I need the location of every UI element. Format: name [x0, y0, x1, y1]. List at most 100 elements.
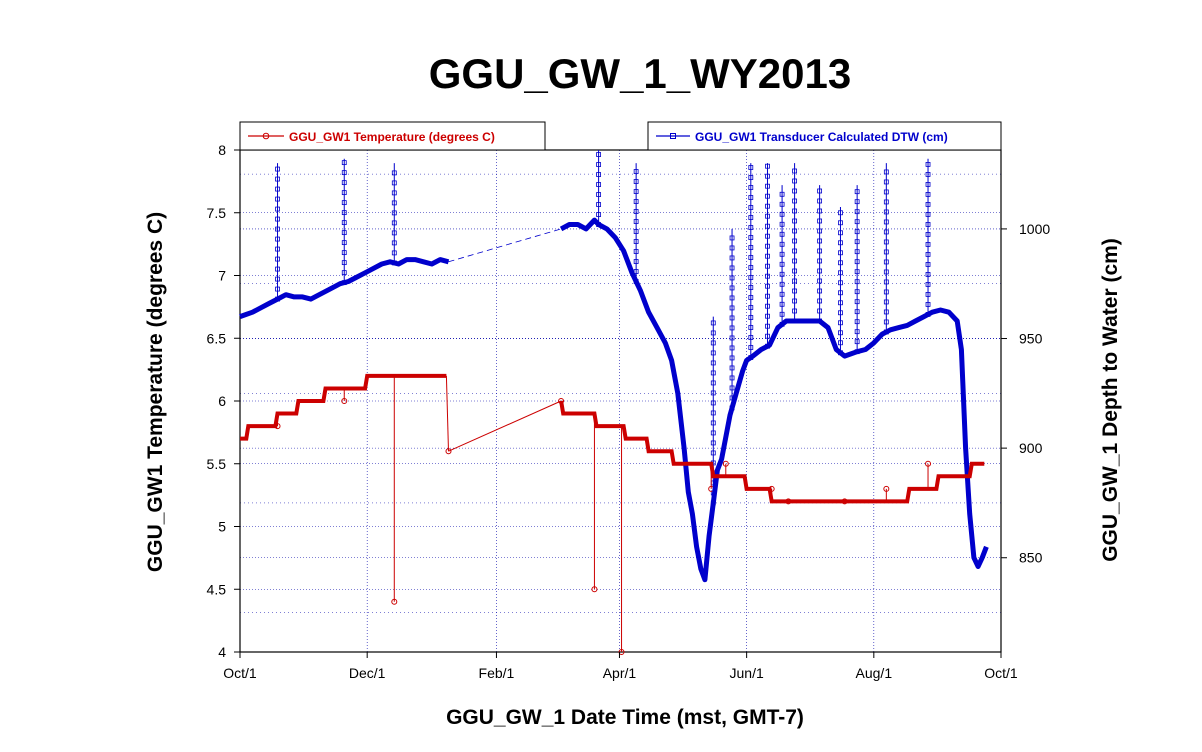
dtw-spike-marker — [275, 216, 280, 222]
dtw-spike-marker — [765, 163, 770, 169]
dtw-spike-marker — [779, 231, 785, 237]
dtw-spike-marker — [391, 170, 397, 176]
dtw-spike-marker — [633, 189, 639, 194]
temperature-drop-marker — [883, 485, 890, 492]
dtw-spike-marker — [779, 191, 785, 197]
dtw-spike-marker — [838, 210, 843, 216]
dtw-spike-marker — [748, 195, 754, 200]
dtw-spike-marker — [883, 219, 889, 225]
dtw-spike-marker — [633, 209, 639, 214]
dtw-spike-marker — [341, 270, 347, 276]
dtw-spike-marker — [817, 248, 823, 254]
dtw-spike-marker — [792, 178, 797, 184]
y-left-tick-label: 5.5 — [207, 456, 227, 472]
dtw-spike-marker — [275, 166, 280, 172]
dtw-spike-marker — [925, 202, 931, 207]
dtw-spike-marker — [391, 230, 397, 236]
dtw-spike-marker — [275, 276, 280, 282]
x-tick-label: Jun/1 — [730, 665, 764, 681]
dtw-spike-marker — [854, 319, 860, 325]
dtw-spike-marker — [925, 282, 931, 287]
temperature-gap-marker — [445, 448, 452, 455]
dtw-spike-marker — [748, 265, 754, 270]
y-right-tick-label: 1000 — [1019, 221, 1050, 237]
dtw-spike-marker — [792, 288, 797, 294]
dtw-spike-marker — [729, 305, 735, 311]
dtw-spike-marker — [925, 242, 931, 247]
dtw-spike-marker — [596, 192, 602, 197]
temperature-drop-marker — [341, 398, 348, 404]
dtw-spike-marker — [275, 266, 280, 272]
dtw-spike-marker — [779, 301, 785, 307]
x-tick-label: Apr/1 — [603, 665, 637, 681]
dtw-spike-marker — [838, 270, 843, 276]
dtw-spike-marker — [854, 229, 860, 235]
dtw-spike-marker — [729, 375, 735, 381]
y-left-tick-label: 7 — [218, 268, 226, 284]
dtw-spike-marker — [710, 380, 716, 386]
dtw-spike-marker — [710, 370, 716, 376]
dtw-spike-marker — [729, 255, 735, 261]
dtw-spike-marker — [838, 290, 843, 296]
dtw-spike-marker — [883, 279, 889, 285]
dtw-spike-marker — [854, 309, 860, 315]
y-right-axis-ticks: 850 900 950 1000 — [1001, 221, 1050, 566]
dtw-spike-marker — [817, 198, 823, 204]
dtw-spike-marker — [792, 238, 797, 244]
dtw-spike-marker — [596, 182, 602, 187]
dtw-spike-marker — [854, 329, 860, 335]
dtw-spike-marker — [779, 311, 785, 317]
chart-title: GGU_GW_1_WY2013 — [429, 50, 852, 97]
dtw-spike-marker — [765, 193, 770, 199]
dtw-spike-marker — [854, 189, 860, 195]
dtw-spike-marker — [883, 239, 889, 245]
dtw-spike-marker — [854, 289, 860, 295]
y-left-tick-label: 6.5 — [207, 330, 227, 346]
temperature-drop-marker — [591, 586, 598, 593]
dtw-spike-marker — [633, 259, 639, 264]
dtw-spike-marker — [792, 258, 797, 264]
series-layer — [239, 150, 989, 655]
dtw-spike-marker — [779, 281, 785, 287]
dtw-spike-marker — [854, 219, 860, 225]
y-left-tick-label: 4.5 — [207, 581, 227, 597]
dtw-spike-marker — [883, 259, 889, 265]
dtw-spike-marker — [341, 230, 347, 236]
dtw-spike-marker — [275, 226, 280, 232]
dtw-spike-marker — [779, 241, 785, 247]
dtw-spike-marker — [883, 179, 889, 185]
dtw-spike-marker — [748, 335, 754, 340]
dtw-spike-marker — [838, 230, 843, 236]
dtw-spike-marker — [341, 260, 347, 266]
dtw-spike-marker — [883, 269, 889, 275]
dtw-spike-marker — [838, 300, 843, 306]
y-right-tick-label: 950 — [1019, 331, 1043, 347]
dtw-spike-marker — [883, 209, 889, 215]
dtw-spike-marker — [817, 208, 823, 214]
dtw-spike-marker — [817, 238, 823, 244]
dtw-spike-marker — [838, 280, 843, 286]
dtw-spike-marker — [779, 291, 785, 297]
dtw-spike-marker — [779, 251, 785, 257]
dtw-spike-marker — [883, 309, 889, 315]
dtw-spike-marker — [633, 199, 639, 204]
dtw-spike-marker — [925, 192, 931, 197]
dtw-spike-marker — [710, 420, 716, 426]
dtw-spike-marker — [854, 259, 860, 265]
dtw-spike-marker — [838, 220, 843, 226]
dtw-spike-marker — [748, 285, 754, 290]
dtw-spike-marker — [710, 330, 716, 336]
dtw-spike-marker — [748, 315, 754, 320]
dtw-spike-marker — [710, 410, 716, 416]
dtw-spike-marker — [341, 190, 347, 196]
dtw-spike-marker — [883, 249, 889, 255]
dtw-spike-marker — [779, 261, 785, 267]
dtw-spike-marker — [633, 239, 639, 244]
dtw-spike-marker — [391, 220, 397, 226]
grid — [240, 150, 1001, 652]
dtw-spike-marker — [765, 283, 770, 289]
dtw-spike-marker — [596, 172, 602, 177]
dtw-spike-marker — [391, 180, 397, 186]
dtw-spike-marker — [275, 246, 280, 252]
